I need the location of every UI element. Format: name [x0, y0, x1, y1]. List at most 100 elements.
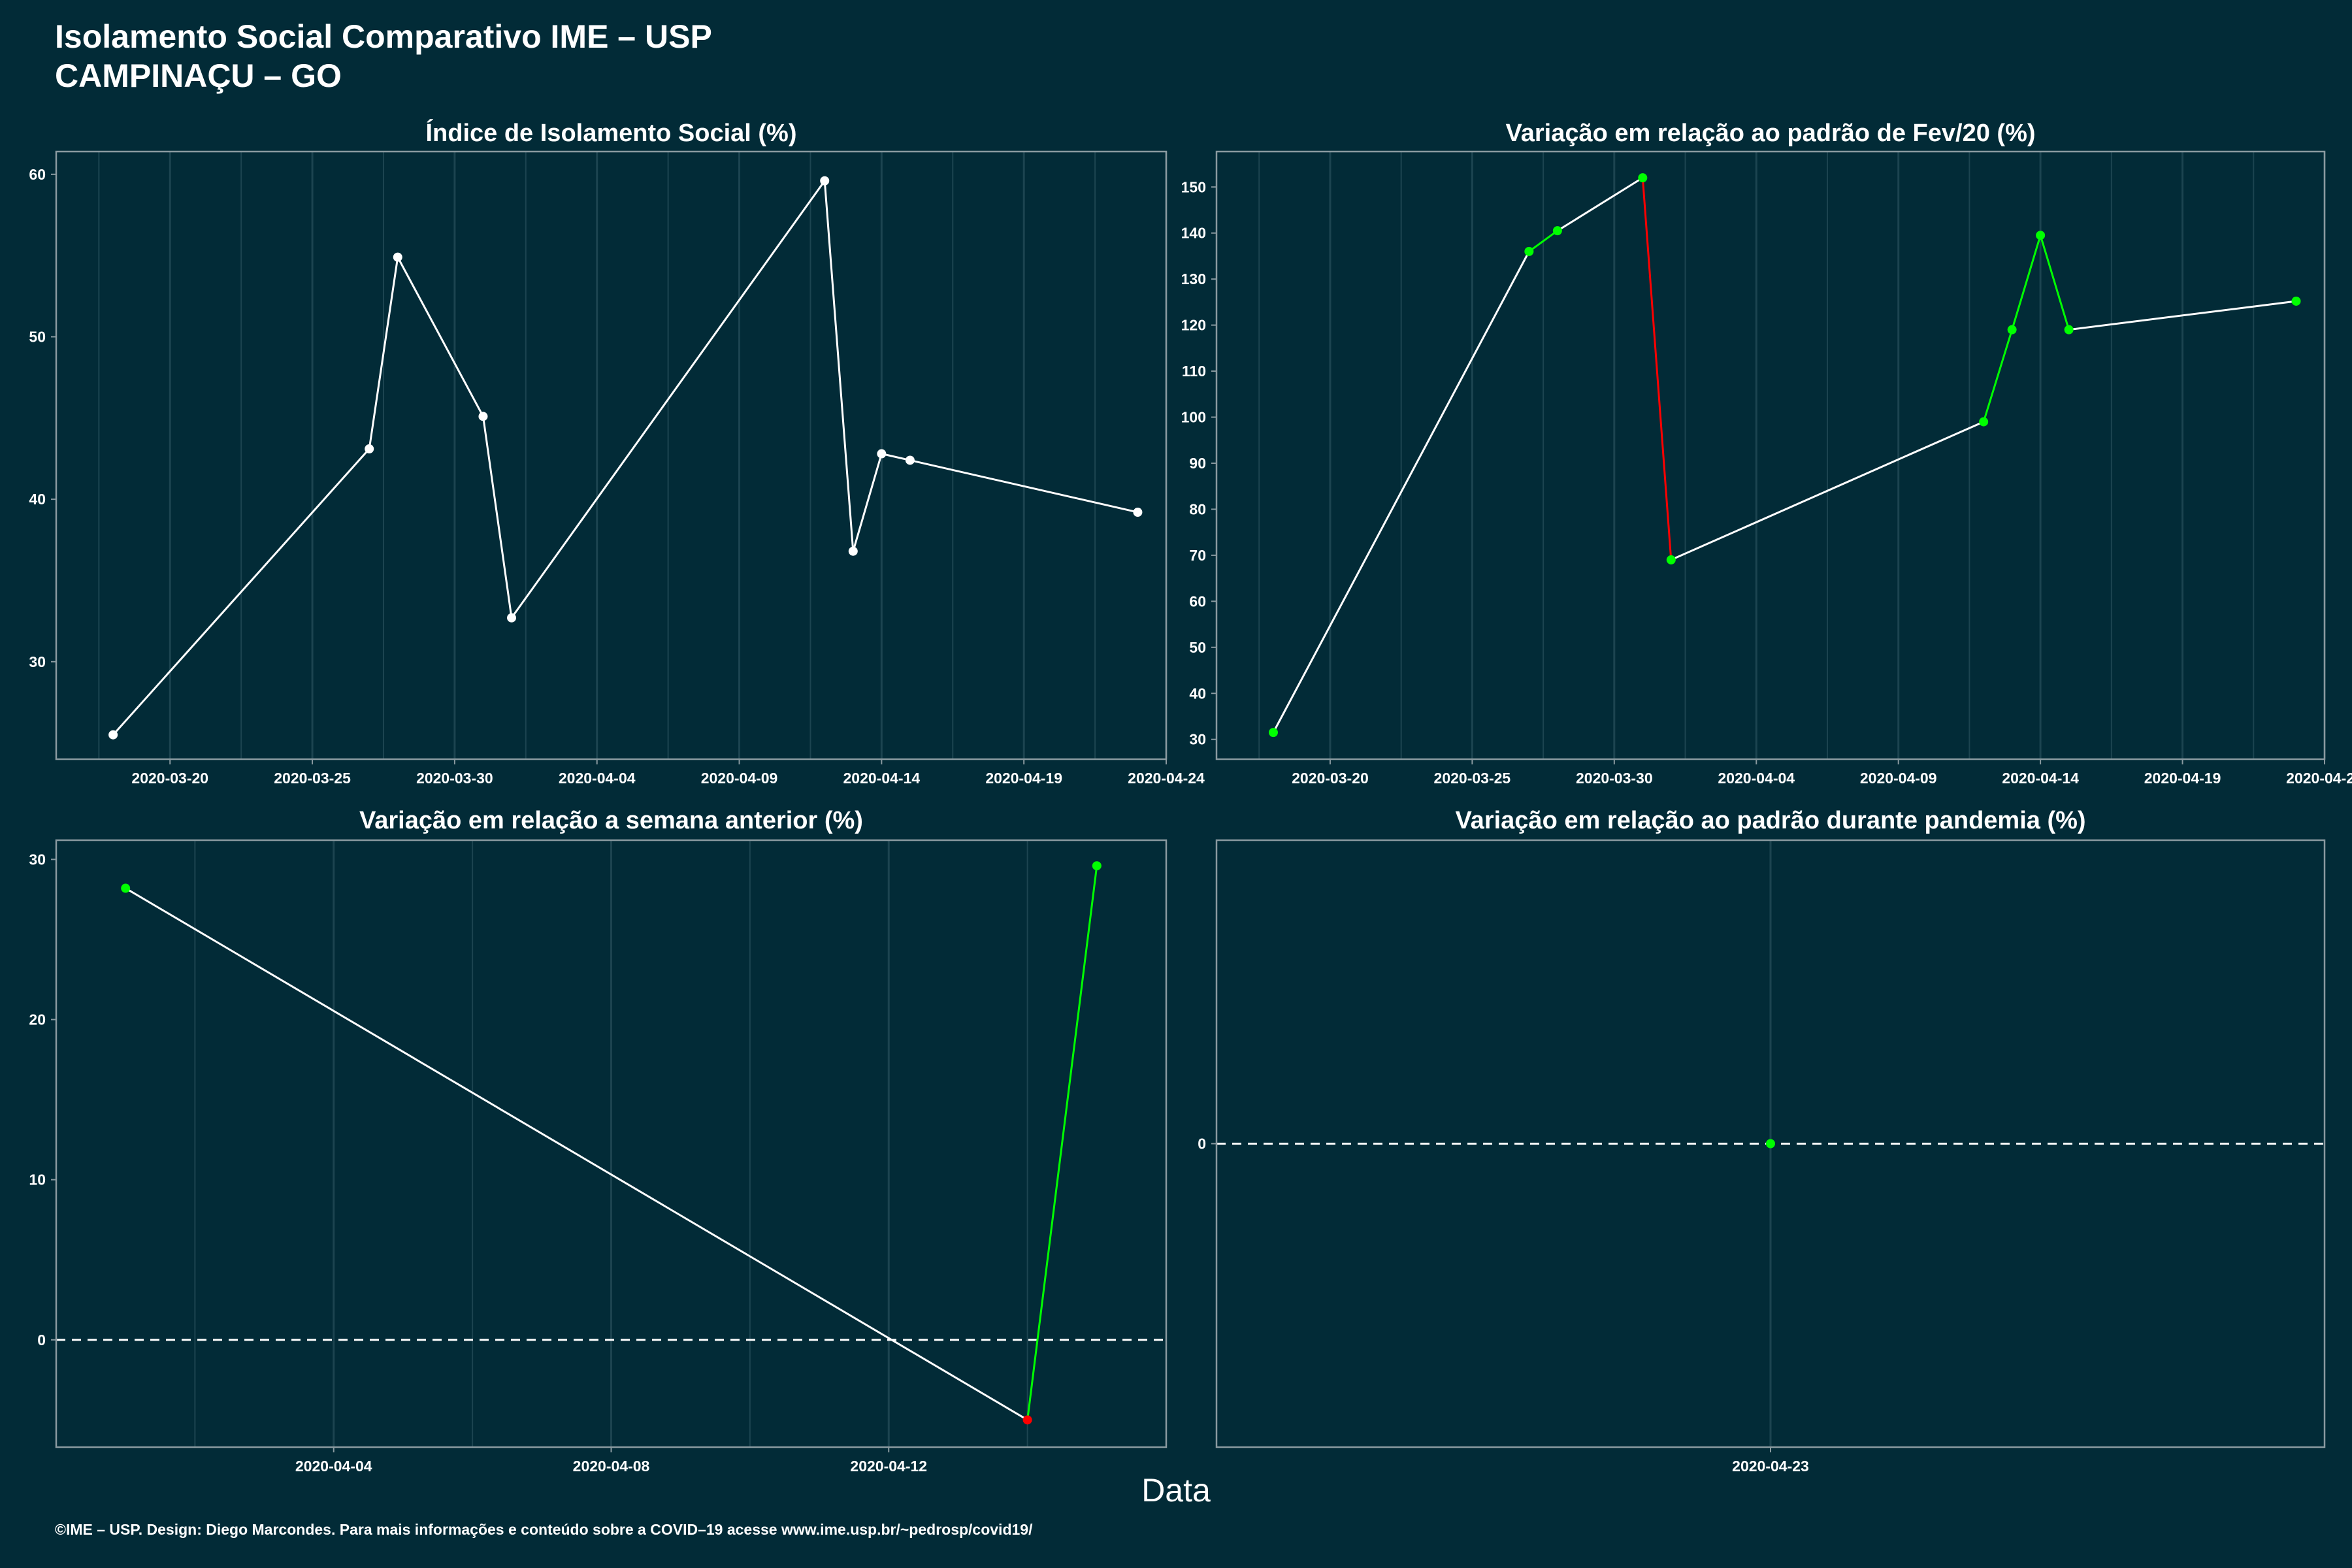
- x-tick-label: 2020-04-14: [843, 770, 921, 787]
- y-tick-label: 90: [1189, 455, 1206, 472]
- x-tick-label: 2020-03-20: [1292, 770, 1369, 787]
- x-tick-label: 2020-03-30: [1576, 770, 1653, 787]
- series-segment: [1641, 178, 1673, 561]
- panel-title: Índice de Isolamento Social (%): [425, 118, 796, 147]
- series-segment: [125, 887, 1028, 1421]
- title-line-1: Isolamento Social Comparativo IME – USP: [55, 18, 712, 55]
- plot-frame: [55, 839, 1168, 1448]
- series-segment: [397, 256, 484, 417]
- series-segment: [2039, 235, 2070, 331]
- data-point: [1666, 555, 1676, 564]
- y-tick-label: 30: [29, 851, 46, 868]
- series-segment: [823, 180, 855, 551]
- y-tick-label: 150: [1181, 178, 1206, 195]
- y-tick-label: 50: [29, 328, 46, 345]
- data-point: [478, 412, 488, 421]
- x-tick-label: 2020-04-04: [295, 1458, 372, 1475]
- y-tick-label: 130: [1181, 270, 1206, 287]
- data-point: [1979, 417, 1989, 427]
- x-tick-label: 2020-04-09: [1860, 770, 1937, 787]
- series-segment: [368, 257, 399, 449]
- chart-panel-3: Variação em relação a semana anterior (%…: [29, 807, 1168, 1475]
- x-axis-label: Data: [1141, 1472, 1211, 1509]
- data-point: [108, 730, 118, 740]
- chart-title: Isolamento Social Comparativo IME – USP …: [55, 17, 712, 95]
- data-point: [365, 444, 374, 454]
- y-tick-label: 20: [29, 1011, 46, 1028]
- data-point: [820, 176, 830, 186]
- y-tick-label: 120: [1181, 317, 1206, 334]
- chart-panel-4: Variação em relação ao padrão durante pa…: [1198, 807, 2326, 1475]
- y-tick-label: 60: [29, 166, 46, 183]
- data-point: [393, 252, 402, 262]
- chart-panel-1: Índice de Isolamento Social (%) 2020-03-2…: [29, 118, 1205, 787]
- series-segment: [1272, 251, 1530, 733]
- y-tick-label: 40: [29, 491, 46, 508]
- data-point: [1092, 861, 1102, 871]
- data-point: [2036, 231, 2046, 240]
- y-tick-label: 70: [1189, 547, 1206, 564]
- x-tick-label: 2020-03-20: [131, 770, 208, 787]
- x-tick-label: 2020-04-12: [850, 1458, 927, 1475]
- data-point: [2291, 296, 2301, 306]
- y-tick-label: 80: [1189, 500, 1206, 517]
- data-point: [1552, 226, 1562, 236]
- x-tick-label: 2020-04-23: [1732, 1458, 1809, 1475]
- y-tick-label: 100: [1181, 409, 1206, 426]
- data-point: [1022, 1415, 1032, 1425]
- chart-panel-2: Variação em relação ao padrão de Fev/20 …: [1181, 120, 2352, 787]
- series-segment: [1557, 176, 1644, 232]
- data-point: [905, 455, 915, 465]
- data-point: [2007, 325, 2017, 335]
- plot-frame: [1215, 839, 2326, 1448]
- series-segment: [482, 416, 513, 618]
- y-tick-label: 40: [1189, 685, 1206, 702]
- data-point: [1766, 1139, 1775, 1149]
- y-tick-label: 140: [1181, 225, 1206, 242]
- y-tick-label: 110: [1182, 363, 1206, 380]
- panel-title: Variação em relação ao padrão de Fev/20 …: [1505, 120, 2035, 147]
- x-tick-label: 2020-03-30: [416, 770, 493, 787]
- x-tick-label: 2020-04-19: [985, 770, 1062, 787]
- x-tick-label: 2020-03-25: [1434, 770, 1511, 787]
- data-point: [1133, 508, 1143, 517]
- x-tick-label: 2020-04-14: [2002, 770, 2079, 787]
- panel-title: Variação em relação a semana anterior (%…: [359, 807, 863, 834]
- x-tick-label: 2020-04-04: [559, 770, 636, 787]
- x-tick-label: 2020-04-24: [1128, 770, 1205, 787]
- series-segment: [909, 459, 1138, 514]
- y-tick-label: 50: [1189, 639, 1206, 656]
- y-tick-label: 30: [1189, 731, 1206, 748]
- series-segment: [2068, 300, 2296, 331]
- x-tick-label: 2020-04-08: [573, 1458, 650, 1475]
- title-line-2: CAMPINAÇU – GO: [55, 57, 342, 94]
- data-point: [848, 546, 858, 556]
- y-tick-label: 0: [1198, 1135, 1206, 1152]
- x-tick-label: 2020-03-25: [274, 770, 351, 787]
- series-segment: [852, 453, 883, 552]
- panel-title: Variação em relação ao padrão durante pa…: [1455, 807, 2085, 834]
- y-tick-label: 30: [29, 653, 46, 670]
- series-segment: [881, 453, 911, 461]
- series-segment: [1026, 866, 1098, 1420]
- y-tick-label: 60: [1189, 593, 1206, 610]
- data-point: [1268, 728, 1278, 738]
- x-tick-label: 2020-04-19: [2144, 770, 2221, 787]
- series-segment: [1671, 421, 1984, 561]
- y-tick-label: 0: [37, 1331, 46, 1348]
- series-segment: [1982, 329, 2014, 423]
- series-segment: [112, 448, 370, 736]
- data-point: [507, 613, 517, 623]
- footer-caption: ©IME – USP. Design: Diego Marcondes. Par…: [55, 1521, 1033, 1538]
- data-point: [1524, 246, 1534, 256]
- plot-frame: [1215, 150, 2326, 760]
- x-tick-label: 2020-04-09: [701, 770, 778, 787]
- x-tick-label: 2020-04-04: [1718, 770, 1795, 787]
- data-point: [1638, 173, 1648, 183]
- plot-frame: [55, 150, 1168, 760]
- series-segment: [2011, 235, 2042, 331]
- data-point: [121, 883, 131, 893]
- y-tick-label: 10: [29, 1171, 46, 1188]
- x-tick-label: 2020-04-24: [2286, 770, 2352, 787]
- series-segment: [510, 180, 826, 619]
